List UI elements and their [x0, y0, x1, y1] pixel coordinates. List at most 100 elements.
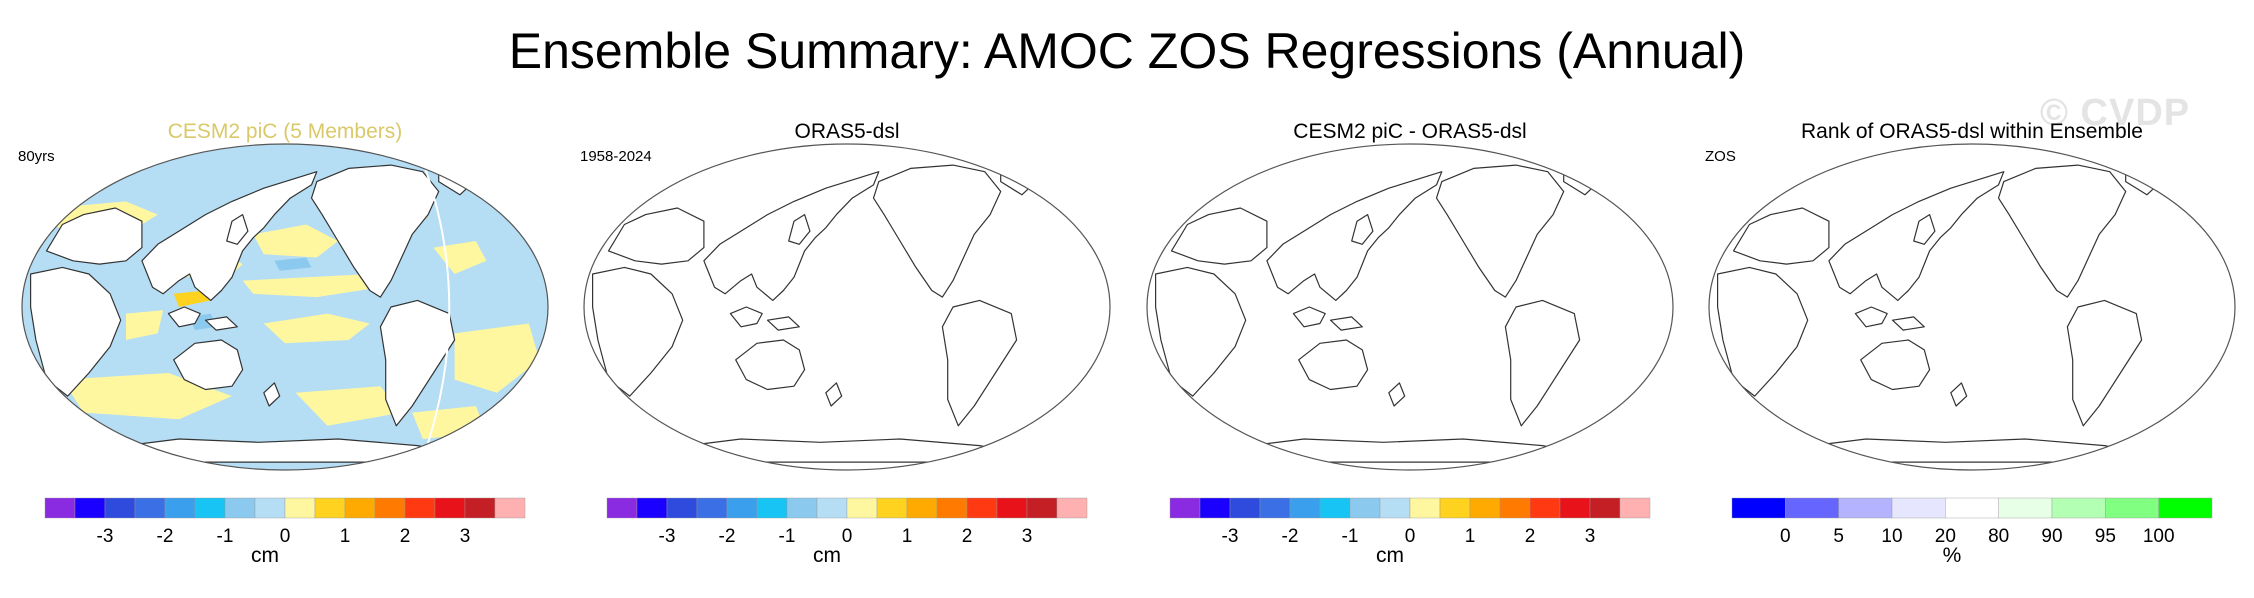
- colorbar-swatch: [344, 497, 376, 519]
- coastline-greenland: [1563, 154, 1607, 196]
- colorbar-swatch: [786, 497, 818, 519]
- cvdp-watermark: © CVDP: [2040, 92, 2191, 134]
- colorbar-units: %: [1943, 544, 1962, 567]
- colorbar-swatch: [1439, 497, 1471, 519]
- coastline-samerica: [1504, 299, 1581, 427]
- panel-title-3: CESM2 piC - ORAS5-dsl: [1293, 120, 1527, 143]
- colorbar-2: -3 -2 -1 0 1 2 3 cm: [606, 497, 1088, 567]
- colorbar-swatch: [1838, 497, 1893, 519]
- coastline-antarctica: [1785, 438, 2159, 463]
- positive-anomaly-region: [62, 373, 233, 420]
- colorbar-tick-label: 90: [2041, 526, 2062, 547]
- colorbar-swatch: [374, 497, 406, 519]
- coastline-indonesia: [729, 306, 800, 331]
- colorbar-tick-label: -2: [157, 526, 174, 547]
- colorbar-swatch: [1319, 497, 1351, 519]
- coastline-indonesia: [1292, 306, 1363, 331]
- colorbar-swatch: [696, 497, 728, 519]
- colorbar-swatch: [876, 497, 908, 519]
- coastline-europe: [1170, 207, 1268, 265]
- colorbar-tick-label: 2: [962, 526, 973, 547]
- panel-title-4: Rank of ORAS5-dsl within Ensemble: [1801, 120, 2143, 143]
- panel-title-1: CESM2 piC (5 Members): [167, 120, 403, 143]
- coastline-africa: [592, 266, 684, 397]
- coastline-africa: [1155, 266, 1247, 397]
- colorbar-swatch: [1349, 497, 1381, 519]
- colorbar-units: cm: [1376, 544, 1404, 567]
- colorbar-swatch: [284, 497, 316, 519]
- coastline-europe: [1732, 207, 1830, 265]
- colorbar-swatch: [1559, 497, 1591, 519]
- colorbar-swatch: [606, 497, 638, 519]
- colorbar-3: -3 -2 -1 0 1 2 3 cm: [1169, 497, 1651, 567]
- colorbar-swatch: [1026, 497, 1058, 519]
- coastline-namerica: [310, 164, 440, 298]
- colorbar-swatch: [104, 497, 136, 519]
- colorbar-tick-label: 0: [1405, 526, 1416, 547]
- positive-anomaly-region: [454, 323, 540, 393]
- colorbar-swatch: [194, 497, 226, 519]
- colorbar-swatch: [464, 497, 496, 519]
- map-border: [1146, 143, 1674, 471]
- colorbar-swatch: [434, 497, 466, 519]
- coastline-greenland: [2125, 154, 2169, 196]
- colorbar-swatch: [966, 497, 998, 519]
- coastline-antarctica: [660, 438, 1034, 463]
- coastline-japan: [226, 214, 249, 245]
- positive-anomaly-region: [242, 274, 381, 298]
- colorbar-swatch: [2105, 497, 2159, 519]
- colorbar-1: -3 -2 -1 0 1 2 3 cm: [44, 497, 526, 567]
- map-panel-2: [583, 143, 1111, 471]
- colorbar-swatch: [1409, 497, 1441, 519]
- panel-title-2: ORAS5-dsl: [794, 120, 900, 143]
- colorbar-swatch: [1998, 497, 2053, 519]
- coastline-namerica: [1435, 164, 1565, 298]
- colorbar-tick-label: 100: [2143, 526, 2175, 547]
- panel-corner-label-4: ZOS: [1705, 148, 1736, 165]
- colorbar-tick-label: 10: [1881, 526, 1902, 547]
- colorbar-swatch: [846, 497, 878, 519]
- colorbar-swatch: [756, 497, 788, 519]
- map-border: [21, 143, 549, 471]
- coastline-newzealand: [263, 382, 281, 407]
- colorbar-units: cm: [813, 544, 841, 567]
- coastline-newzealand: [1388, 382, 1406, 407]
- colorbar-tick-label: 0: [842, 526, 853, 547]
- colorbar-swatch: [1499, 497, 1531, 519]
- colorbar-tick-label: 2: [400, 526, 411, 547]
- coastline-japan: [1351, 214, 1374, 245]
- coastline-europe: [45, 207, 143, 265]
- colorbar-tick-label: -2: [719, 526, 736, 547]
- colorbar-tick-label: 20: [1935, 526, 1956, 547]
- positive-anomaly-region: [295, 386, 402, 426]
- positive-anomaly-region: [263, 313, 370, 344]
- panel-corner-label-2: 1958-2024: [580, 148, 652, 165]
- colorbar-swatch: [1169, 497, 1201, 519]
- colorbar-swatch: [1199, 497, 1231, 519]
- colorbar-tick-label: -3: [659, 526, 676, 547]
- colorbar-swatch: [164, 497, 196, 519]
- coastline-indonesia: [1854, 306, 1925, 331]
- coastline-greenland: [1000, 154, 1044, 196]
- coastline-samerica: [941, 299, 1018, 427]
- colorbar-4: 0 5 10 20 80 90 95 100%: [1731, 497, 2213, 567]
- colorbar-units: cm: [251, 544, 279, 567]
- positive-anomaly-region: [253, 224, 338, 258]
- colorbar-swatch: [1469, 497, 1501, 519]
- coastline-indonesia: [167, 306, 238, 331]
- coastline-samerica: [379, 299, 456, 427]
- colorbar-swatch: [816, 497, 848, 519]
- colorbar-swatch: [224, 497, 256, 519]
- coastline-europe: [607, 207, 705, 265]
- coastline-australia: [173, 339, 244, 391]
- coastline-africa: [30, 266, 122, 397]
- map-border: [583, 143, 1111, 471]
- colorbar-swatch: [1785, 497, 1839, 519]
- colorbar-tick-label: 3: [1585, 526, 1596, 547]
- colorbar-swatch: [44, 497, 76, 519]
- colorbar-swatch: [1379, 497, 1411, 519]
- colorbar-swatch: [636, 497, 668, 519]
- colorbar-swatch: [1056, 497, 1088, 519]
- coastline-australia: [735, 339, 806, 391]
- colorbar-tick-label: 1: [902, 526, 913, 547]
